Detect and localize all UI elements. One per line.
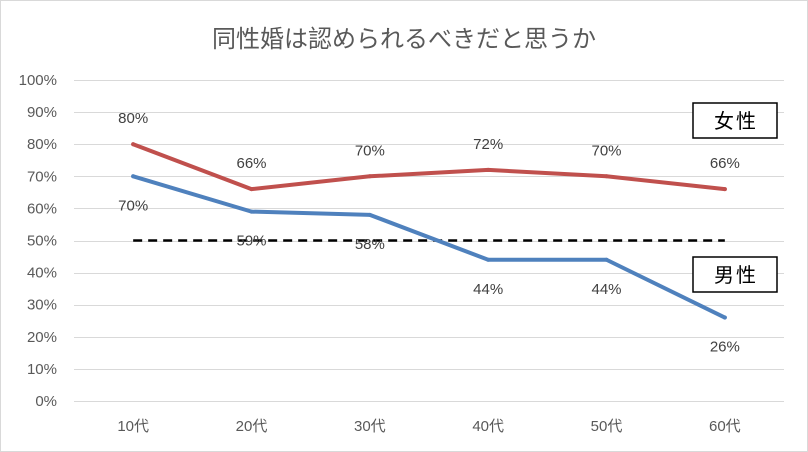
data-label-male: 59% [236,233,266,250]
data-point-male [249,209,254,214]
data-point-male [486,257,491,262]
series-line-female [131,142,727,192]
y-tick-label: 50% [27,233,57,250]
data-label-female: 70% [591,142,621,159]
data-point-female [249,187,254,192]
x-tick-label: 20代 [236,418,268,435]
series-group [131,142,727,320]
legend-label-male: 男性 [714,264,758,287]
data-label-female: 72% [473,136,503,153]
data-label-male: 58% [355,236,385,253]
x-tick-label: 50代 [591,418,623,435]
data-label-female: 80% [118,110,148,127]
data-point-male [367,212,372,217]
data-point-female [722,187,727,192]
y-tick-label: 80% [27,136,57,153]
data-point-male [604,257,609,262]
y-tick-label: 70% [27,168,57,185]
y-tick-label: 0% [35,393,57,410]
data-label-female: 66% [710,155,740,172]
data-point-female [604,174,609,179]
y-tick-label: 20% [27,329,57,346]
x-tick-label: 10代 [117,418,149,435]
data-label-male: 44% [591,281,621,298]
data-point-female [367,174,372,179]
data-label-female: 66% [236,155,266,172]
legend-box-female [692,102,778,139]
legend-label-female: 女性 [714,110,758,133]
data-label-male: 26% [710,339,740,356]
data-label-male: 70% [118,197,148,214]
y-tick-label: 40% [27,265,57,282]
x-axis-labels: 10代 20代 30代 40代 50代 60代 [117,418,740,435]
legend-box-male [692,256,778,293]
data-point-female [131,142,136,147]
y-tick-label: 60% [27,200,57,217]
y-tick-label: 100% [19,72,57,89]
x-tick-label: 60代 [709,418,741,435]
data-point-female [486,167,491,172]
y-tick-label: 90% [27,104,57,121]
series-line-male [131,174,727,320]
legend: 女性 男性 [692,102,778,293]
data-point-male [131,174,136,179]
legend-item-female: 女性 [692,102,778,139]
data-label-male: 44% [473,281,503,298]
y-axis-labels: 0% 10% 20% 30% 40% 50% 60% 70% 80% 90% 100% [19,72,57,410]
data-label-female: 70% [355,142,385,159]
y-tick-label: 30% [27,297,57,314]
x-tick-label: 40代 [472,418,504,435]
y-tick-label: 10% [27,361,57,378]
chart-title: 同性婚は認められるべきだと思うか [212,26,596,53]
data-labels: 80% 66% 70% 72% 70% 66% 70% 59% 58% 44% 44% 26% [118,110,740,355]
legend-item-male: 男性 [692,256,778,293]
data-point-male [722,315,727,320]
x-tick-label: 30代 [354,418,386,435]
